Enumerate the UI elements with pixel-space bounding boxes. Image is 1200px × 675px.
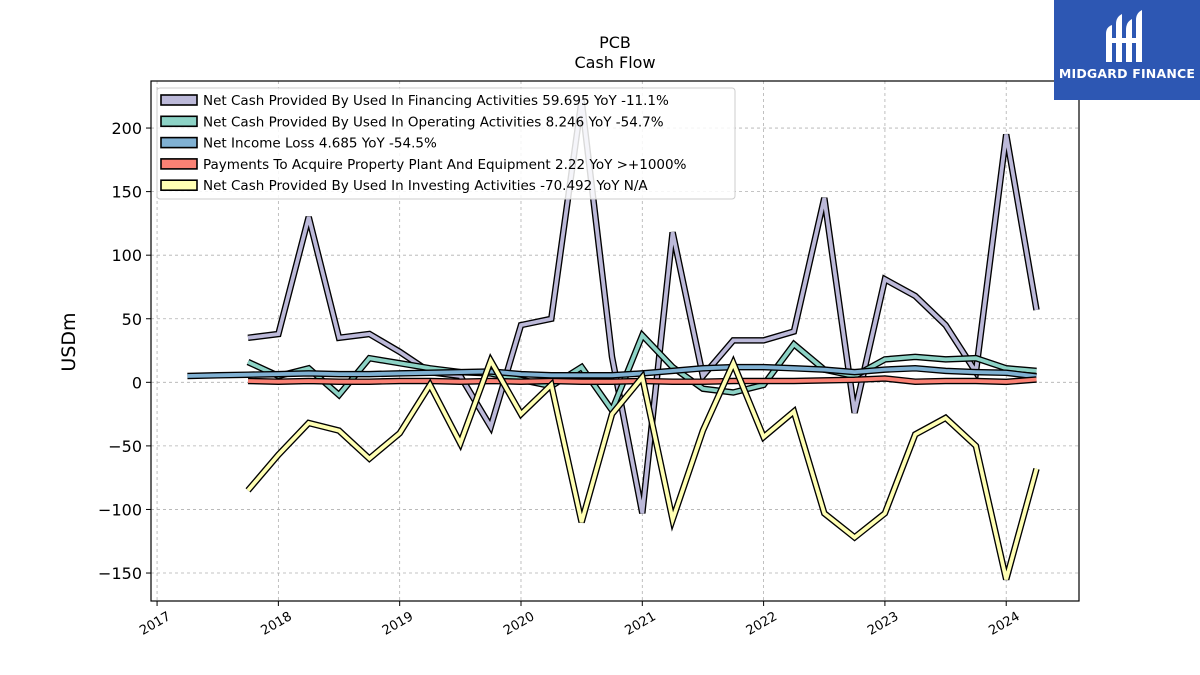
legend-item: Net Cash Provided By Used In Financing A… bbox=[160, 93, 669, 109]
series-line bbox=[247, 331, 1037, 415]
x-tick-label: 2019 bbox=[380, 609, 416, 639]
legend-swatch bbox=[160, 94, 198, 106]
x-tick-label: 2018 bbox=[259, 609, 295, 639]
legend: Net Cash Provided By Used In Financing A… bbox=[156, 87, 736, 200]
x-tick-label: 2021 bbox=[622, 609, 658, 639]
x-tick-label: 2022 bbox=[744, 609, 780, 639]
plot-frame bbox=[150, 80, 1080, 602]
y-tick-label: 100 bbox=[111, 246, 142, 265]
chart-title: PCB bbox=[599, 33, 631, 52]
series-line bbox=[246, 356, 1039, 580]
legend-box bbox=[156, 87, 736, 200]
y-tick-label: 50 bbox=[122, 310, 142, 329]
series-1 bbox=[247, 99, 1040, 514]
series-2 bbox=[246, 329, 1037, 418]
legend-item: Payments To Acquire Property Plant And E… bbox=[160, 157, 687, 173]
legend-item: Net Cash Provided By Used In Operating A… bbox=[160, 114, 664, 130]
legend-label: Net Cash Provided By Used In Investing A… bbox=[203, 178, 648, 194]
legend-label: Payments To Acquire Property Plant And E… bbox=[203, 157, 687, 173]
legend-item: Net Income Loss 4.685 YoY -54.5% bbox=[160, 136, 437, 152]
brand-name: MIDGARD FINANCE bbox=[1058, 66, 1196, 81]
y-axis-label: USDm bbox=[58, 312, 80, 371]
legend-label: Net Income Loss 4.685 YoY -54.5% bbox=[203, 136, 437, 152]
x-axis: 2017 2018 2019 2020 2021 2022 2023 2024 bbox=[137, 601, 1023, 639]
midgard-logo-icon bbox=[1106, 10, 1142, 62]
x-tick-label: 2024 bbox=[986, 609, 1022, 639]
series-3 bbox=[187, 363, 1037, 380]
chart-subtitle: Cash Flow bbox=[574, 53, 655, 72]
series-5 bbox=[245, 353, 1040, 581]
legend-swatch bbox=[160, 179, 198, 191]
series-line bbox=[247, 99, 1039, 514]
series-line bbox=[187, 365, 1037, 379]
x-tick-label: 2023 bbox=[865, 609, 901, 639]
legend-swatch bbox=[160, 158, 198, 170]
x-tick-label: 2020 bbox=[501, 609, 537, 639]
legend-swatch bbox=[160, 136, 198, 149]
series-lines bbox=[187, 99, 1040, 581]
x-tick-label: 2017 bbox=[137, 609, 173, 639]
legend-swatch bbox=[160, 115, 198, 128]
y-axis: −150 −100 −50 0 50 100 150 200 bbox=[98, 119, 151, 583]
y-tick-label: 200 bbox=[111, 119, 142, 138]
y-tick-label: 0 bbox=[132, 373, 142, 392]
y-tick-label: −50 bbox=[108, 437, 142, 456]
y-tick-label: −100 bbox=[98, 500, 142, 519]
y-tick-label: −150 bbox=[98, 564, 142, 583]
legend-item: Net Cash Provided By Used In Investing A… bbox=[160, 178, 648, 194]
legend-label: Net Cash Provided By Used In Financing A… bbox=[203, 93, 669, 109]
y-tick-label: 150 bbox=[111, 183, 142, 202]
legend-label: Net Cash Provided By Used In Operating A… bbox=[203, 114, 664, 130]
brand-logo: MIDGARD FINANCE bbox=[1054, 0, 1200, 100]
